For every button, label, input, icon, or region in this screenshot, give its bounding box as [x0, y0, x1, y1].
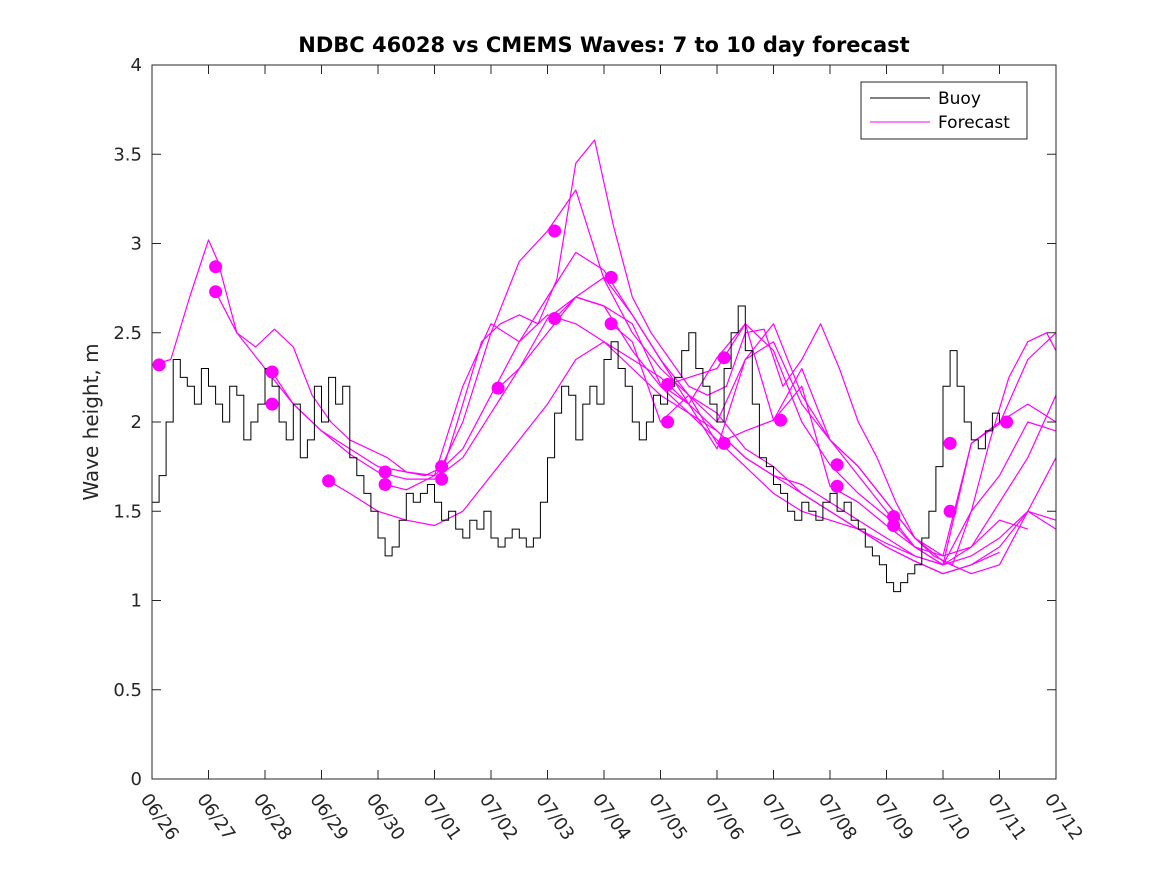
y-tick-label: 1.5: [113, 501, 142, 522]
y-tick-label: 3: [131, 234, 142, 255]
y-tick-label: 3.5: [113, 144, 142, 165]
legend-box: [860, 81, 1028, 140]
forecast-marker: [717, 436, 731, 450]
forecast-marker: [604, 270, 618, 284]
y-tick-label: 0: [131, 769, 142, 790]
forecast-marker: [491, 381, 505, 395]
forecast-marker: [1000, 415, 1014, 429]
forecast-line: [384, 314, 1000, 575]
forecast-marker: [661, 415, 675, 429]
forecast-marker: [209, 260, 223, 274]
legend: Buoy Forecast: [860, 81, 1028, 140]
forecast-line: [151, 139, 1057, 566]
y-tick-label: 0.5: [113, 680, 142, 701]
buoy-line: [152, 305, 1007, 593]
y-tick-label: 1: [131, 591, 142, 612]
series-layer: [151, 139, 1057, 593]
forecast-marker: [830, 479, 844, 493]
forecast-marker: [604, 317, 618, 331]
y-axis-label: Wave height, m: [79, 343, 103, 500]
forecast-marker: [265, 365, 279, 379]
forecast-marker: [435, 472, 449, 486]
y-tick-labels: 0 0.5 1 1.5 2 2.5 3 3.5 4: [113, 55, 142, 790]
forecast-line: [610, 323, 1057, 566]
forecast-marker: [322, 474, 336, 488]
forecast-line: [497, 276, 1057, 575]
forecast-marker: [887, 510, 901, 524]
y-tick-label: 4: [131, 55, 142, 76]
plot-area: [152, 65, 1056, 779]
forecast-marker: [887, 519, 901, 532]
forecast-marker: [435, 460, 449, 474]
forecast-marker: [265, 397, 279, 411]
forecast-marker: [943, 436, 957, 450]
legend-buoy-label: Buoy: [938, 89, 981, 109]
forecast-marker: [378, 465, 392, 479]
forecast-marker: [774, 413, 788, 427]
forecast-marker: [661, 378, 675, 391]
y-tick-label: 2.5: [113, 323, 142, 344]
chart-title: NDBC 46028 vs CMEMS Waves: 7 to 10 day f…: [298, 33, 909, 57]
forecast-marker: [548, 224, 562, 238]
axes-layer: [151, 64, 1057, 780]
forecast-marker: [209, 285, 223, 299]
forecast-marker: [717, 351, 731, 365]
forecast-line: [441, 189, 1028, 566]
forecast-marker: [830, 458, 844, 472]
forecast-marker: [548, 312, 562, 325]
y-tick-label: 2: [131, 412, 142, 433]
forecast-marker: [943, 504, 957, 518]
legend-forecast-label: Forecast: [938, 113, 1010, 133]
forecast-marker: [378, 478, 392, 491]
forecast-marker: [152, 358, 166, 372]
